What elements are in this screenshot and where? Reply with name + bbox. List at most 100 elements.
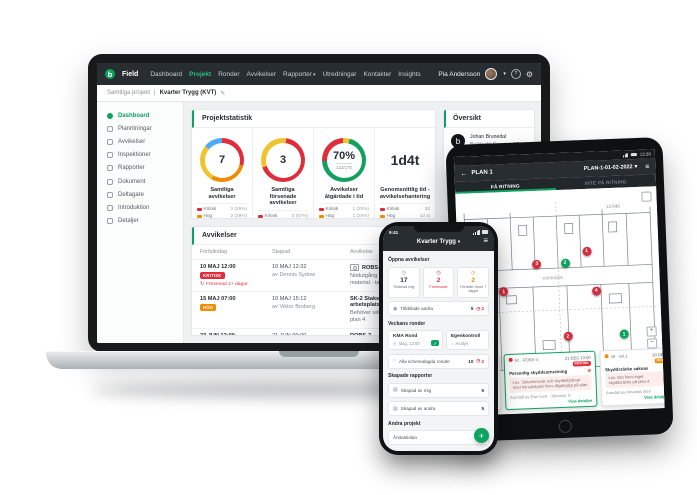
expand-icon[interactable] (641, 191, 652, 202)
deviation-pin-red[interactable]: 1 (581, 246, 592, 256)
view-details-link[interactable]: Visa detaljer (568, 397, 593, 404)
user-avatar[interactable] (485, 68, 498, 80)
card-id: 62 · ROBS-4 (508, 357, 538, 363)
zoom-in-button[interactable]: + (646, 326, 657, 337)
severity-badge: HÖG (200, 304, 217, 312)
legend-row: Kritisk 2d (380, 207, 430, 212)
sidebar-item-detaljer[interactable]: Detaljer (97, 215, 183, 228)
chevron-down-icon[interactable]: ▾ (457, 239, 461, 244)
document-icon: ▤ (393, 387, 398, 394)
legend-row: Hög 1d 4t (380, 212, 430, 218)
back-arrow-icon[interactable]: ← (460, 169, 468, 178)
add-button[interactable]: + (474, 428, 489, 444)
deviation-card[interactable]: 49 · SK-1 30 DEC HÖG Skyddsräcke saknas t… (599, 347, 665, 407)
menu-icon[interactable]: ≡ (645, 162, 650, 171)
row-value: 10 (468, 358, 474, 364)
deviation-card-selected[interactable]: 62 · ROBS-4 21 DEC 10:00 KRITISK Personli… (503, 350, 598, 411)
phone-project-header: Kvarter Trygg ▾ ≡ (389, 236, 488, 248)
legend-dot-critical (319, 208, 324, 212)
sidebar-item-planritningar[interactable]: Planritningar (97, 122, 183, 135)
stat-label: Avvikelser åtgärdade i tid (324, 187, 364, 200)
deviation-pin-green[interactable]: 1 (619, 329, 629, 339)
card-badge: KRITISK (572, 360, 591, 367)
stat-card-late-deviations[interactable]: 3 Samtliga försenade avvikelser Kritisk 2… (253, 128, 314, 219)
user-name[interactable]: Pia Andersson (438, 70, 481, 78)
nav-item-rapporter[interactable]: Rapporter▾ (283, 71, 315, 78)
row-reports-by-me[interactable]: ▤ Skapad av mig 5 (388, 382, 489, 398)
nav-item-kontakter[interactable]: Kontakter (363, 70, 392, 78)
card-assigned-to-me[interactable]: ◷ 17 Tilldelad mig (388, 266, 420, 298)
deviation-pin-red[interactable]: 2 (563, 331, 573, 341)
row-other-project[interactable]: Årstaskolan ◷2 + (388, 428, 489, 446)
nav-item-ronder[interactable]: Ronder (218, 70, 240, 78)
nav-item-projekt[interactable]: Projekt (189, 70, 212, 78)
plan-id-selector[interactable]: PLAN-1-01-02-2022 ▾ (584, 164, 638, 172)
pin-count: 2 (563, 260, 567, 267)
card-body: t.ex. Det finns inget skyddsräcke på pla… (605, 370, 665, 388)
round-card-kma[interactable]: KMA Rond ◷ Idag, 13:00 ✓ (388, 330, 443, 351)
sidebar-item-dokument[interactable]: Dokument (97, 175, 183, 188)
stat-card-all-deviations[interactable]: 7 Samtliga avvikelser Kritisk 2 (29%) Hög… (192, 128, 253, 219)
card-label: Försenade (429, 284, 448, 289)
nav-item-dashboard[interactable]: Dashboard (150, 70, 183, 78)
col-created: Skapad (272, 249, 291, 256)
card-time: 30 DEC (652, 351, 665, 358)
legend-value: 1d 4t (419, 212, 430, 218)
card-value: 2 (436, 276, 441, 284)
deviation-pin-red[interactable]: 4 (591, 286, 601, 296)
zoom-out-button[interactable]: − (646, 338, 658, 349)
card-overdue[interactable]: ◷ 2 Försenade (422, 266, 455, 298)
person-icon: ◉ (393, 305, 398, 312)
prohibited-icon: ⊘ (587, 367, 592, 373)
sidebar-item-inspektioner[interactable]: Inspektioner (97, 149, 183, 162)
view-details-link[interactable]: Visa detaljer (644, 393, 665, 400)
project-name[interactable]: Kvarter Trygg (416, 239, 456, 245)
sidebar-item-rapporter[interactable]: Rapporter (97, 162, 183, 175)
floorplan-canvas[interactable]: 12:040 KORRIDOR + − 1 3 2 1 4 (455, 186, 665, 416)
menu-icon[interactable]: ≡ (483, 236, 488, 245)
card-due-soon[interactable]: ◷ 2 Förfaller inom 7 dagar (457, 266, 490, 298)
breadcrumb-root[interactable]: Samtliga projekt (107, 90, 151, 96)
round-cards: KMA Rond ◷ Idag, 13:00 ✓ Egenkontroll ○ An… (388, 330, 489, 351)
stat-card-average-time[interactable]: 1d4t Genomsnittlig tid - avvikelsehanter… (375, 128, 435, 218)
breadcrumb: Samtliga projekt | Kvarter Trygg (KVT) ✎ (97, 85, 541, 102)
average-time-value: 1d4t (390, 152, 420, 168)
card-body: t.ex. Säkerhetsnät och skyddshjälmar med… (509, 374, 592, 393)
nav-item-avvikelser[interactable]: Avvikelser (246, 70, 277, 78)
sidebar-item-dashboard[interactable]: Dashboard (97, 109, 183, 122)
nav-item-utredningar[interactable]: Utredningar (322, 70, 357, 78)
deviation-code-text: ROBS-1 (362, 264, 384, 271)
legend-value: 2 (29%) (230, 206, 247, 212)
phone-clock: 9:41 (389, 229, 399, 235)
card-label: Tilldelad mig (393, 284, 415, 289)
user-menu-caret-icon[interactable]: ▾ (503, 71, 506, 77)
row-assigned-others[interactable]: ◉ Tilldelade andra 5 ◷ 2 (388, 301, 489, 317)
row-value: 5 (481, 406, 484, 412)
stat-card-fixed-on-time[interactable]: 70% 122/175 Avvikelser åtgärdade i tid Kr… (314, 128, 375, 219)
gear-icon[interactable]: ⚙ (525, 69, 533, 79)
sidebar-item-introduktion[interactable]: Introduktion (97, 201, 183, 214)
breadcrumb-current[interactable]: Kvarter Trygg (KVT) (159, 90, 217, 96)
round-card-egenkontroll[interactable]: Egenkontroll ○ Analys (445, 330, 489, 351)
overdue-icon: ↻ (200, 282, 205, 288)
edit-project-icon[interactable]: ✎ (220, 90, 226, 97)
project-statistics-panel: Projektstatistik 7 Samtliga avvikelser K… (191, 109, 436, 220)
nav-item-insights[interactable]: Insights (398, 70, 421, 78)
legend-value: 2 (29%) (230, 212, 247, 218)
battery-icon (630, 152, 637, 157)
tablet-home-button[interactable] (558, 419, 572, 434)
phone-notch (413, 226, 464, 232)
legend-row: Kritisk 1 (20%) (319, 207, 369, 212)
chevron-down-icon: ▾ (634, 163, 638, 171)
legend-value: 2d (424, 206, 430, 212)
floorplan-icon (107, 125, 113, 132)
help-icon[interactable]: ? (510, 69, 521, 79)
row-reports-by-others[interactable]: ▤ Skapad av andra 5 (388, 401, 489, 417)
row-all-rounds[interactable]: ○ Alla schemalagda ronder 10 ◷ 2 (388, 353, 489, 369)
sidebar-item-deltagare[interactable]: Deltagare (97, 188, 183, 201)
deviation-pin-green[interactable]: 2 (560, 258, 570, 268)
open-deviation-cards: ◷ 17 Tilldelad mig ◷ 2 Försenade ◷ 2 Förfaller… (388, 266, 490, 298)
sidebar-item-avvikelser[interactable]: Avvikelser (97, 135, 183, 148)
